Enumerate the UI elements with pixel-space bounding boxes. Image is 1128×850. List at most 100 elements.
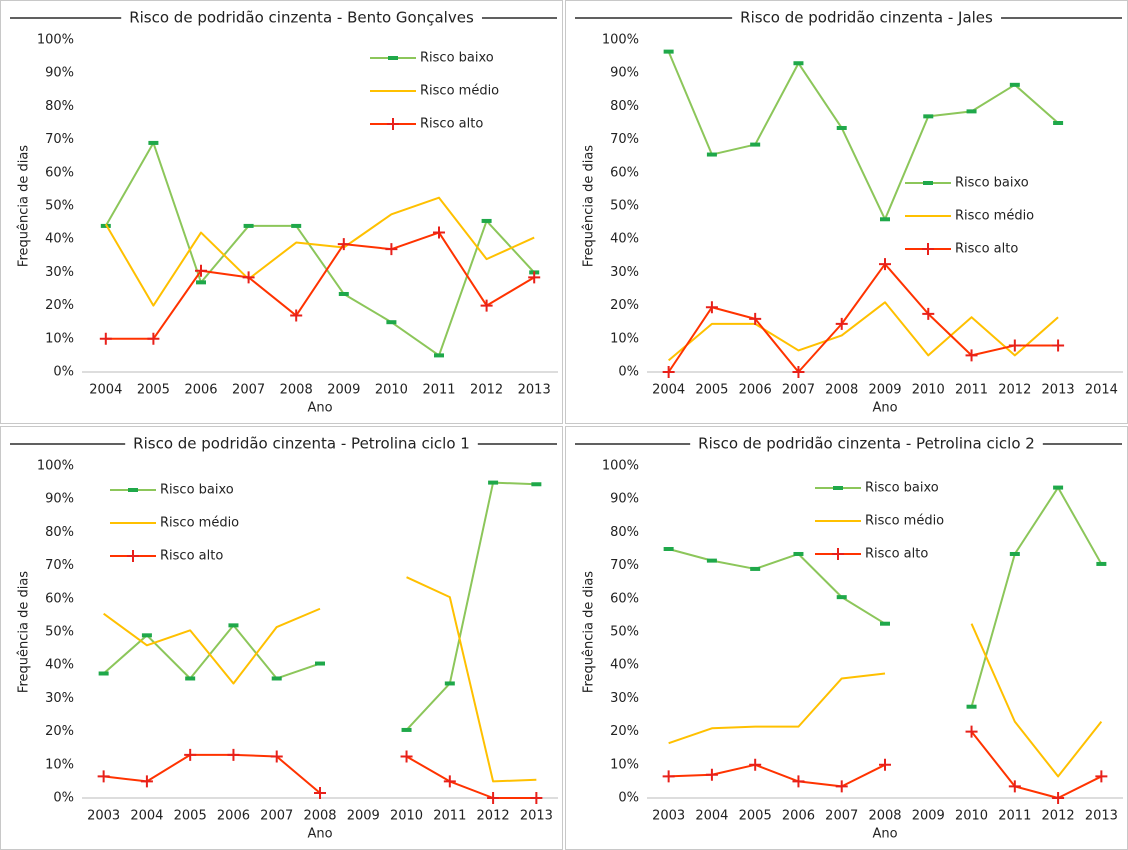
legend-label: Risco médio — [420, 84, 499, 99]
series-line — [668, 730, 1102, 799]
x-tick-label: 2011 — [422, 383, 455, 398]
point-marker — [433, 226, 445, 239]
y-tick-label: 70% — [610, 558, 639, 573]
x-tick-label: 2004 — [89, 383, 122, 398]
y-tick-label: 90% — [45, 66, 74, 81]
chart-panel: Risco de podridão cinzenta - Petrolina c… — [565, 426, 1128, 850]
series-line — [105, 231, 535, 340]
point-marker — [792, 775, 805, 788]
point-marker — [1095, 770, 1108, 783]
point-marker — [528, 271, 541, 284]
point-marker — [488, 480, 499, 485]
y-axis-label: Frequência de dias — [582, 145, 597, 267]
point-marker — [793, 61, 804, 66]
point-marker — [337, 238, 350, 251]
series-line — [103, 576, 537, 783]
point-marker — [385, 243, 398, 256]
legend-label: Risco alto — [955, 242, 1018, 257]
y-tick-label: 50% — [45, 625, 74, 640]
y-tick-label: 30% — [610, 265, 639, 280]
point-marker — [836, 125, 847, 130]
point-marker — [663, 547, 674, 551]
chart-title: Risco de podridão cinzenta - Petrolina c… — [133, 435, 470, 453]
series-line — [103, 753, 537, 799]
series-line — [104, 196, 535, 307]
point-marker — [922, 307, 935, 320]
y-tick-label: 100% — [602, 459, 639, 474]
point-marker — [401, 727, 412, 732]
chart-panel: Risco de podridão cinzenta - Jales 0% 10% 2… — [565, 0, 1128, 424]
point-marker — [531, 482, 542, 487]
x-tick-label: 2008 — [303, 809, 336, 824]
x-tick-label: 2006 — [782, 809, 815, 824]
point-marker — [97, 770, 110, 783]
x-tick-label: 2003 — [652, 809, 685, 824]
x-tick-label: 2010 — [912, 383, 945, 398]
panel-border — [565, 0, 1128, 424]
x-tick-label: 2005 — [739, 809, 772, 824]
chart-panel: Risco de podridão cinzenta - Bento Gonça… — [0, 0, 563, 424]
y-tick-label: 50% — [610, 625, 639, 640]
point-marker — [1053, 121, 1064, 125]
x-tick-label: 2008 — [868, 809, 901, 824]
point-marker — [706, 152, 717, 157]
y-tick-label: 70% — [45, 558, 74, 573]
series-line — [668, 486, 1103, 707]
point-marker — [1052, 339, 1065, 352]
y-tick-label: 30% — [610, 691, 639, 706]
legend-label: Risco alto — [160, 549, 223, 564]
point-marker — [242, 271, 255, 284]
point-marker — [99, 332, 112, 345]
point-marker — [705, 768, 718, 781]
x-tick-label: 2006 — [217, 809, 250, 824]
y-tick-label: 10% — [610, 331, 639, 346]
y-axis-label: Frequência de dias — [17, 571, 32, 693]
point-marker — [1008, 780, 1021, 793]
legend-label: Risco médio — [865, 514, 944, 529]
series-line — [667, 263, 1059, 373]
y-tick-label: 0% — [618, 365, 639, 380]
point-marker — [388, 56, 398, 60]
point-marker — [148, 140, 159, 145]
point-marker — [314, 787, 326, 800]
point-marker — [530, 792, 543, 804]
point-marker — [1053, 485, 1064, 490]
point-marker — [481, 218, 492, 223]
point-marker — [1052, 792, 1065, 804]
point-marker — [480, 299, 493, 312]
point-marker — [965, 725, 978, 738]
x-tick-label: 2007 — [232, 383, 265, 398]
x-tick-label: 2013 — [1042, 383, 1075, 398]
point-marker — [291, 223, 302, 228]
point-marker — [228, 623, 239, 628]
point-marker — [662, 770, 675, 783]
point-marker — [705, 301, 718, 314]
y-tick-label: 60% — [45, 165, 74, 180]
point-marker — [147, 332, 160, 345]
point-marker — [1096, 561, 1107, 566]
y-tick-label: 40% — [45, 658, 74, 673]
y-tick-label: 40% — [45, 232, 74, 247]
x-tick-label: 2010 — [375, 383, 408, 398]
point-marker — [127, 550, 139, 562]
x-tick-label: 2010 — [390, 809, 423, 824]
point-marker — [1009, 551, 1020, 556]
y-tick-label: 10% — [610, 757, 639, 772]
point-marker — [662, 366, 675, 378]
y-axis-label: Frequência de dias — [582, 571, 597, 693]
legend-label: Risco baixo — [420, 51, 494, 66]
point-marker — [793, 551, 804, 556]
y-tick-label: 70% — [610, 132, 639, 147]
x-tick-label: 2011 — [955, 383, 988, 398]
point-marker — [315, 661, 325, 666]
title-bg — [125, 432, 478, 455]
y-tick-label: 0% — [618, 791, 639, 806]
point-marker — [706, 558, 717, 563]
x-tick-label: 2012 — [1042, 809, 1075, 824]
legend-label: Risco médio — [955, 209, 1034, 224]
x-tick-label: 2012 — [470, 383, 503, 398]
point-marker — [750, 142, 761, 147]
x-tick-label: 2005 — [695, 383, 728, 398]
point-marker — [750, 566, 761, 571]
y-axis-label: Frequência de dias — [17, 145, 32, 267]
